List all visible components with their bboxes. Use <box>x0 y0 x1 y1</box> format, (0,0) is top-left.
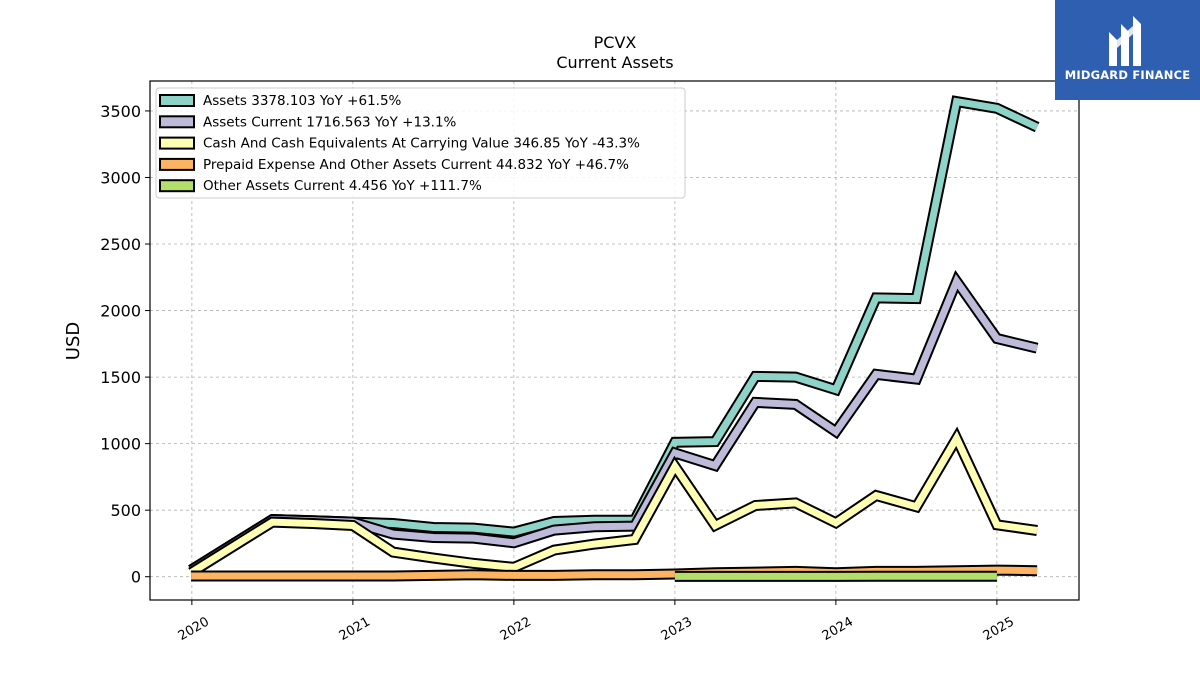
x-tick-label: 2023 <box>659 614 695 644</box>
x-tick-label: 2020 <box>176 614 212 644</box>
y-tick-label: 2500 <box>100 235 141 254</box>
legend-label: Prepaid Expense And Other Assets Current… <box>203 157 629 173</box>
legend-swatch <box>159 157 195 171</box>
legend-swatch <box>159 94 195 107</box>
legend-entry: Assets 3378.103 YoY +61.5% <box>159 93 402 109</box>
series-line <box>189 430 1038 576</box>
x-tick-label: 2021 <box>337 614 373 644</box>
chart-subtitle: Current Assets <box>556 53 673 72</box>
y-axis-label: USD <box>63 322 84 360</box>
legend-entry: Cash And Cash Equivalents At Carrying Va… <box>159 136 640 152</box>
legend-swatch <box>159 179 195 193</box>
legend: Assets 3378.103 YoY +61.5% Assets Current… <box>155 87 686 199</box>
x-tick-label: 2024 <box>820 614 856 644</box>
legend-box <box>155 87 686 199</box>
legend-swatch <box>159 136 195 150</box>
y-tick-label: 0 <box>131 568 141 587</box>
legend-label: Cash And Cash Equivalents At Carrying Va… <box>203 136 640 152</box>
chart-title: PCVX <box>594 33 637 52</box>
brand-name: MIDGARD FINANCE <box>1064 68 1191 82</box>
brand-logo: MIDGARD FINANCE <box>1055 0 1200 100</box>
plot-frame <box>149 80 1080 601</box>
series-layer <box>188 95 1040 582</box>
x-tick-label: 2025 <box>981 614 1017 644</box>
legend-entry: Assets Current 1716.563 YoY +13.1% <box>159 114 457 130</box>
legend-label: Other Assets Current 4.456 YoY +111.7% <box>203 178 482 194</box>
legend-entry: Other Assets Current 4.456 YoY +111.7% <box>159 178 482 194</box>
legend-swatch <box>159 115 195 129</box>
y-tick-label: 1500 <box>100 368 141 387</box>
y-tick-label: 3500 <box>100 102 141 121</box>
y-tick-label: 1000 <box>100 435 141 454</box>
series-2 <box>188 426 1038 578</box>
y-tick-label: 3000 <box>100 168 141 187</box>
legend-label: Assets 3378.103 YoY +61.5% <box>203 93 402 109</box>
legend-label: Assets Current 1716.563 YoY +13.1% <box>203 114 457 130</box>
legend-entry: Prepaid Expense And Other Assets Current… <box>159 157 629 173</box>
midgard-m-logo-icon <box>1109 16 1141 66</box>
y-tick-label: 2000 <box>100 302 141 321</box>
series-1 <box>188 269 1039 575</box>
y-tick-label: 500 <box>110 501 141 520</box>
x-tick-label: 2022 <box>498 614 534 644</box>
